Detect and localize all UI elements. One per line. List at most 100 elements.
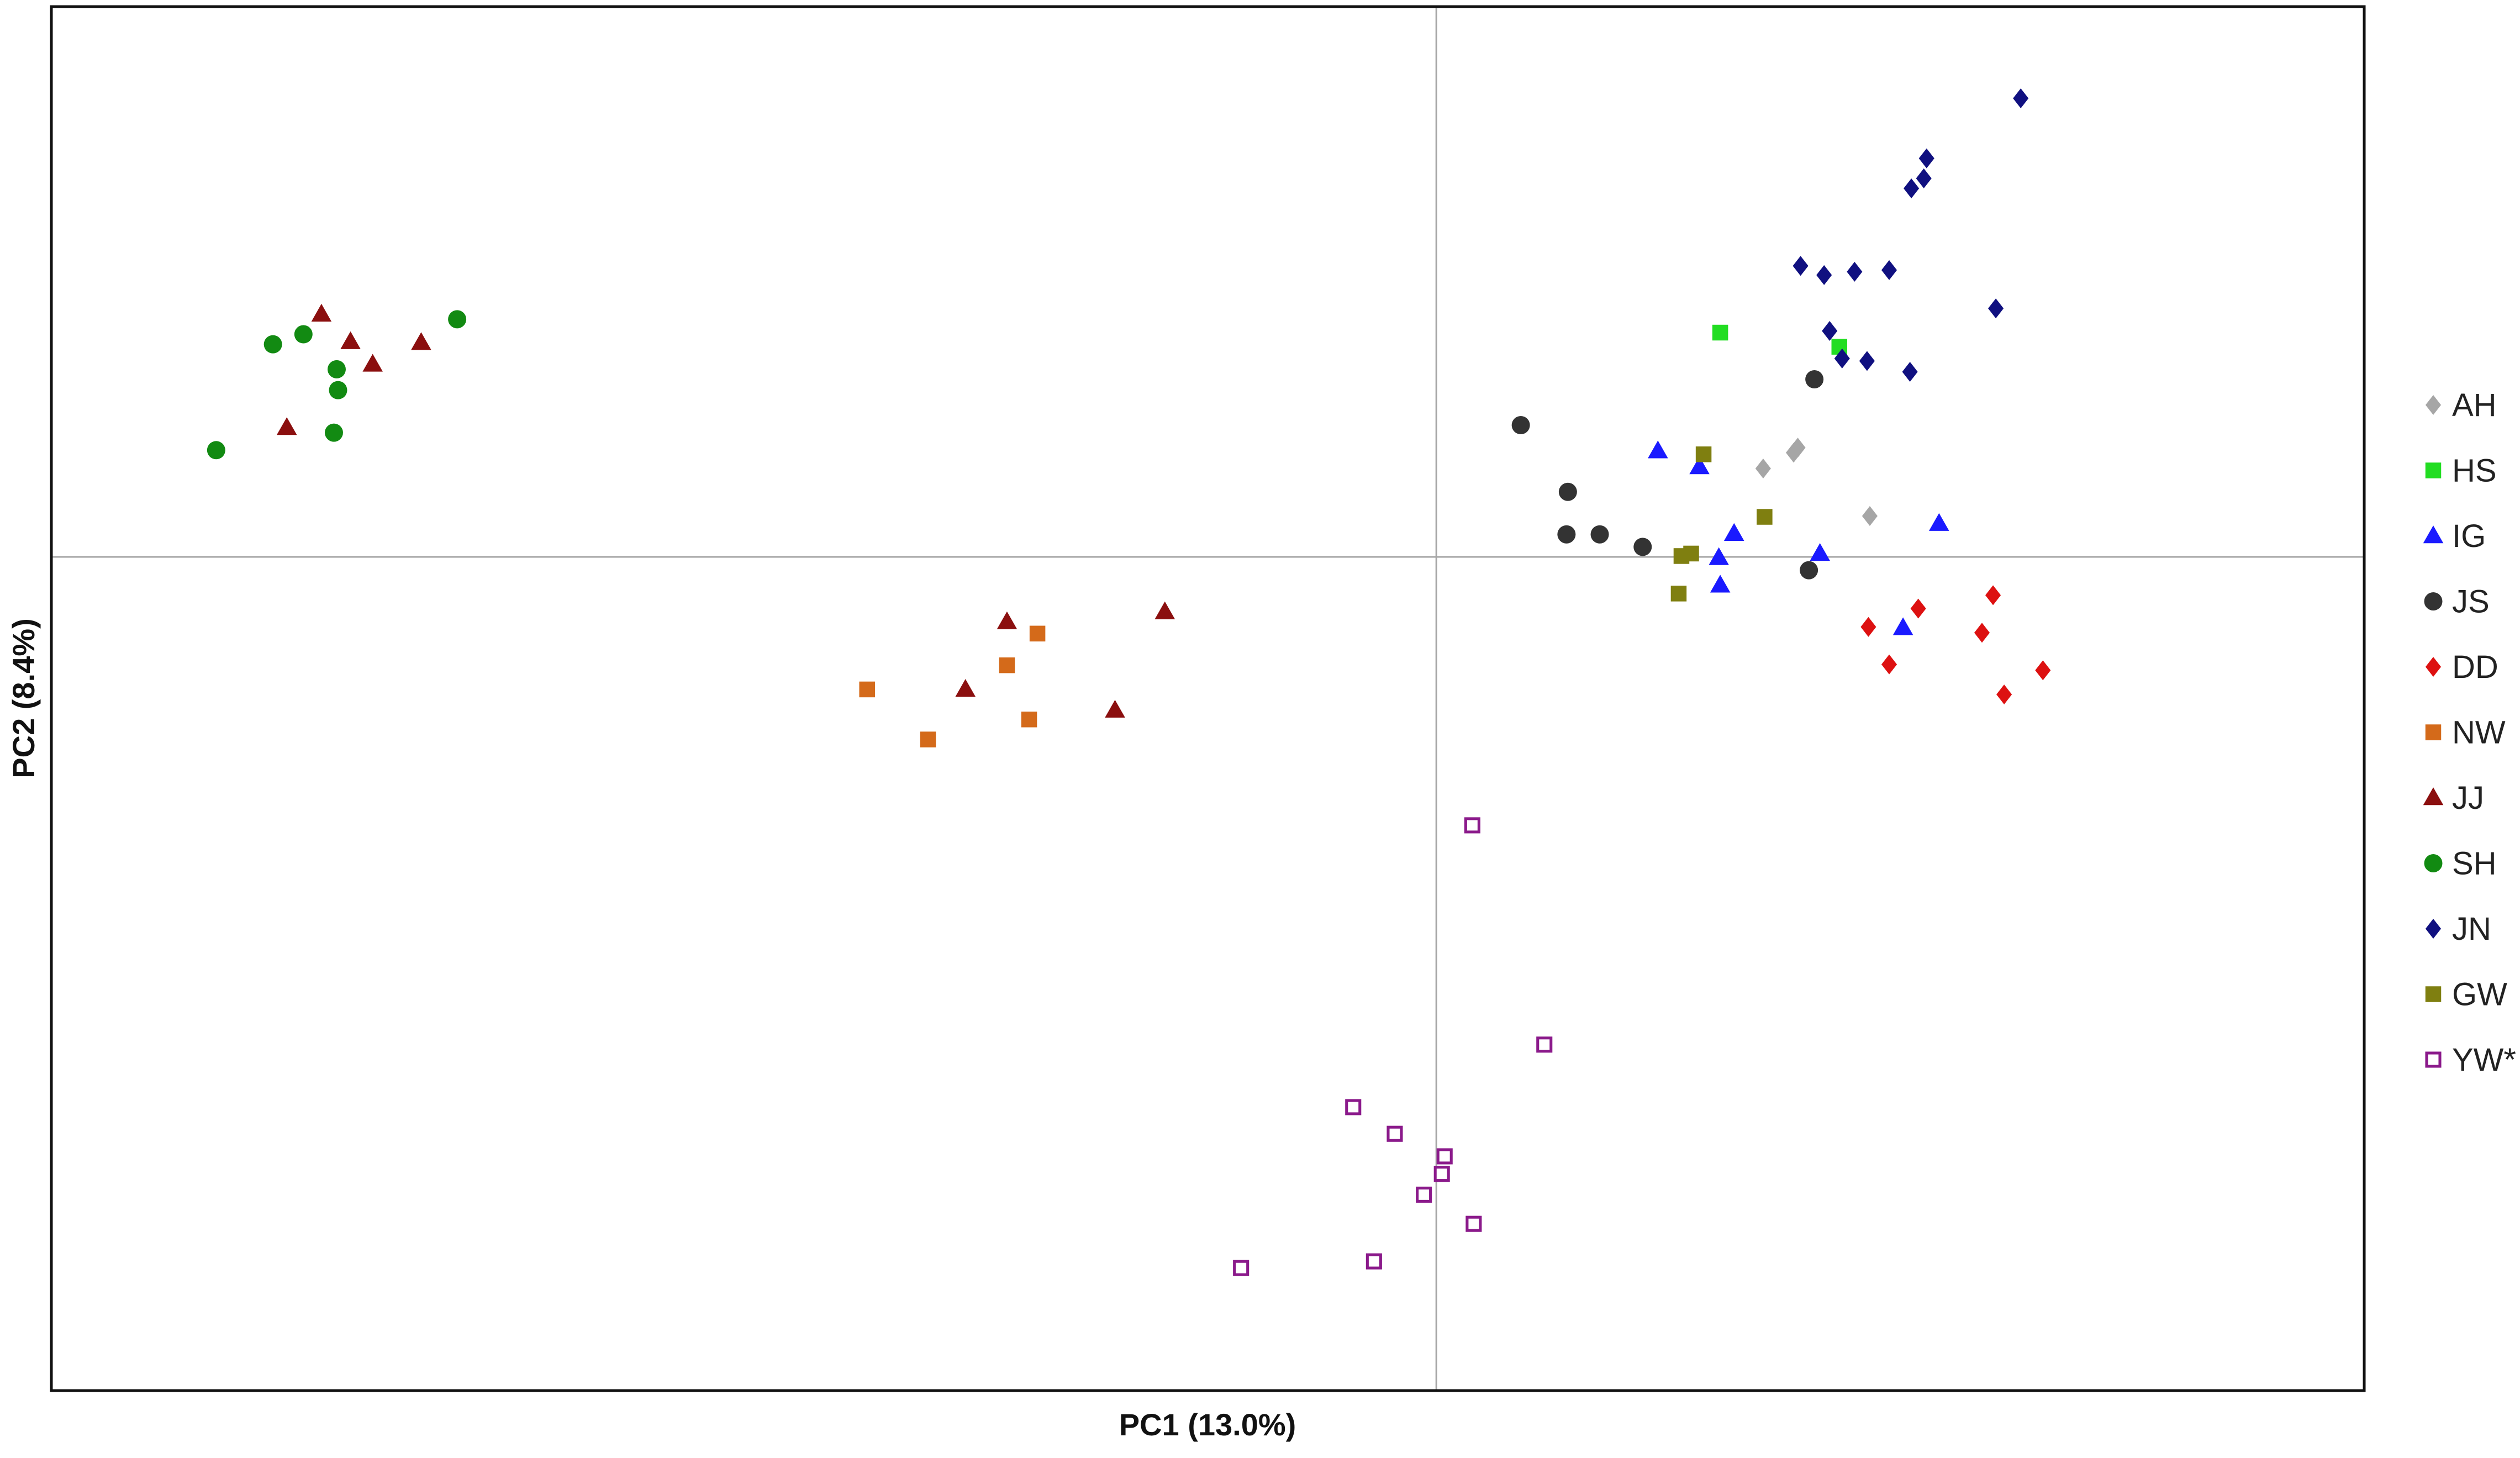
legend-item: JS xyxy=(2424,584,2490,620)
data-point xyxy=(1633,538,1652,556)
data-point xyxy=(1881,260,1897,280)
data-point xyxy=(1985,585,2001,606)
data-point xyxy=(1805,370,1824,389)
series-hs xyxy=(1712,324,1848,355)
y-axis-label: PC2 (8.4%) xyxy=(6,618,41,778)
data-point xyxy=(955,679,976,697)
legend-label: YW* xyxy=(2452,1042,2516,1078)
data-points xyxy=(207,88,2051,1276)
legend-item: AH xyxy=(2425,387,2497,423)
legend-marker xyxy=(2424,592,2443,610)
legend-label: JN xyxy=(2452,911,2491,947)
series-jj xyxy=(276,303,1175,718)
data-point xyxy=(1800,561,1818,580)
data-point xyxy=(1712,324,1728,341)
data-point xyxy=(1859,351,1875,371)
legend-marker xyxy=(2425,462,2442,478)
series-ah xyxy=(1755,438,1878,527)
data-point xyxy=(1988,298,2004,319)
legend-label: AH xyxy=(2452,387,2497,423)
legend-marker xyxy=(2425,724,2442,740)
data-point xyxy=(1910,598,1926,619)
data-point xyxy=(1902,361,1918,382)
data-point xyxy=(1433,1166,1450,1182)
data-point xyxy=(1029,625,1046,642)
data-point xyxy=(1755,459,1771,479)
data-point xyxy=(411,332,431,350)
legend-label: GW xyxy=(2452,977,2507,1013)
data-point xyxy=(1996,684,2012,704)
data-point xyxy=(448,310,467,329)
series-jn xyxy=(1793,88,2029,382)
legend-item: DD xyxy=(2425,649,2498,685)
legend-marker xyxy=(2423,525,2444,544)
legend-marker xyxy=(2425,657,2442,677)
series-gw xyxy=(1670,446,1773,602)
data-point xyxy=(1673,548,1690,564)
legend: AH HS IG JS DD NW JJ SH JN GW YW* xyxy=(2423,387,2516,1078)
legend-item: SH xyxy=(2424,846,2497,882)
legend-marker xyxy=(2425,1051,2442,1068)
legend-item: JN xyxy=(2425,911,2491,947)
data-point xyxy=(1793,256,1809,276)
data-point xyxy=(2013,88,2029,108)
legend-item: JJ xyxy=(2423,780,2484,816)
data-point xyxy=(1723,523,1744,541)
data-point xyxy=(1366,1253,1382,1270)
x-axis-label: PC1 (13.0%) xyxy=(1119,1407,1296,1442)
data-point xyxy=(263,335,282,354)
plot-area xyxy=(50,5,2366,1392)
data-point xyxy=(1689,456,1710,475)
legend-marker xyxy=(2425,986,2442,1002)
legend-label: DD xyxy=(2452,649,2498,685)
data-point xyxy=(1695,446,1712,462)
data-point xyxy=(1822,321,1838,341)
series-sh xyxy=(207,310,467,460)
data-point xyxy=(859,681,875,698)
data-point xyxy=(1916,168,1932,188)
legend-label: NW xyxy=(2452,715,2506,751)
data-point xyxy=(362,354,383,372)
series-ig xyxy=(1648,440,1949,635)
data-point xyxy=(1511,416,1530,435)
data-point xyxy=(1892,617,1913,635)
data-point xyxy=(1847,261,1863,282)
legend-item: HS xyxy=(2425,453,2497,489)
data-point xyxy=(324,423,343,442)
data-point xyxy=(1929,513,1949,531)
legend-label: JS xyxy=(2452,584,2490,620)
series-nw xyxy=(859,625,1046,748)
legend-label: HS xyxy=(2452,453,2497,489)
data-point xyxy=(1648,440,1668,459)
data-point xyxy=(1105,699,1125,718)
data-point xyxy=(1810,543,1830,561)
legend-marker xyxy=(2423,787,2444,806)
data-point xyxy=(1345,1099,1362,1115)
data-point xyxy=(1154,601,1175,619)
data-point xyxy=(1416,1186,1432,1203)
data-point xyxy=(1709,547,1729,565)
data-point xyxy=(1710,575,1731,593)
data-point xyxy=(997,611,1018,629)
legend-item: GW xyxy=(2425,977,2507,1013)
data-point xyxy=(1436,1148,1453,1165)
data-point xyxy=(340,331,361,349)
data-point xyxy=(1558,482,1577,501)
legend-item: YW* xyxy=(2425,1042,2516,1078)
data-point xyxy=(1757,509,1773,525)
series-dd xyxy=(1860,585,2051,704)
data-point xyxy=(1860,617,1876,637)
data-point xyxy=(1834,348,1850,369)
data-point xyxy=(276,417,297,435)
data-point xyxy=(207,441,225,460)
legend-label: JJ xyxy=(2452,780,2484,816)
data-point xyxy=(327,360,346,378)
series-js xyxy=(1511,370,1824,580)
data-point xyxy=(1557,525,1576,544)
legend-marker xyxy=(2425,395,2442,415)
data-point xyxy=(1904,178,1920,198)
legend-marker xyxy=(2424,854,2443,872)
data-point xyxy=(1862,506,1878,527)
